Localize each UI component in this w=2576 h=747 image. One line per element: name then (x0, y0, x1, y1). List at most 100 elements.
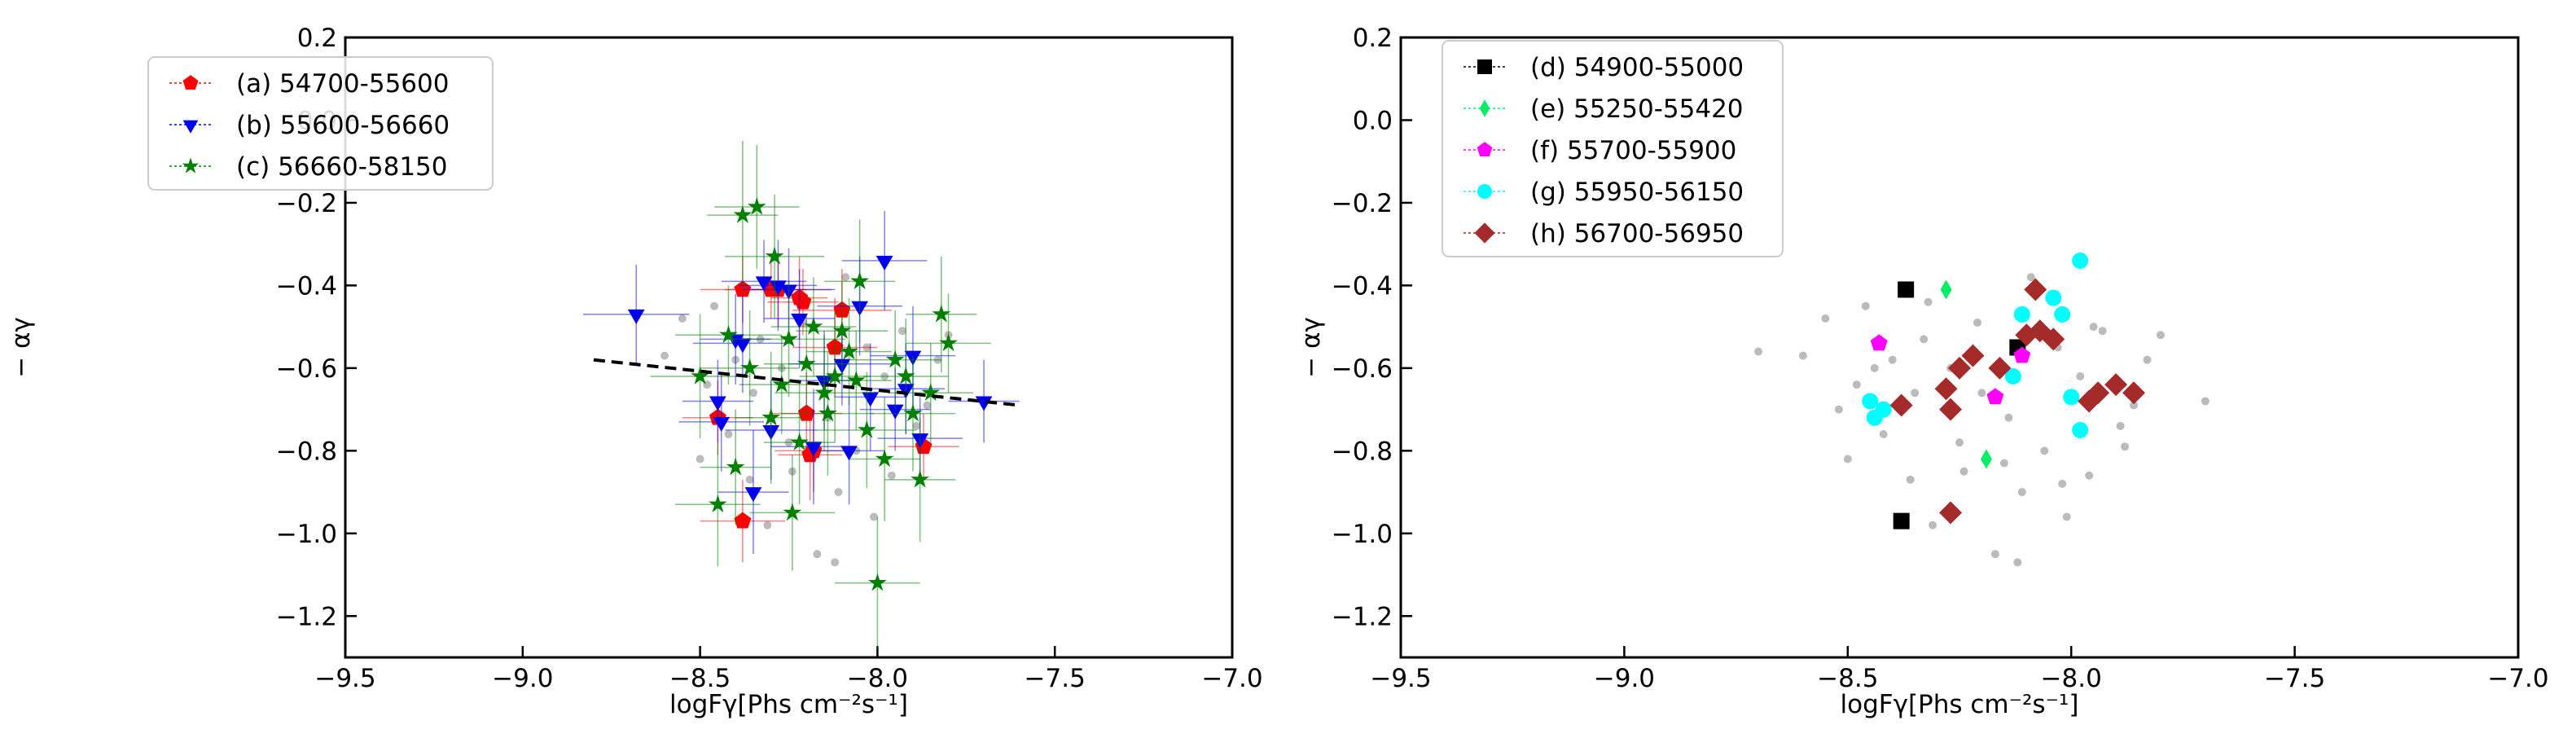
marker (1929, 521, 1937, 529)
marker (1477, 59, 1492, 74)
marker (794, 292, 812, 310)
marker (182, 75, 199, 90)
y-tick-label: 0.0 (1353, 106, 1393, 135)
marker (850, 271, 870, 290)
y-axis-label: − αγ (1297, 317, 1326, 378)
legend-label: (g) 55950-56150 (1530, 178, 1744, 207)
panel: −9.5−9.0−8.5−8.0−7.5−7.00.20.0−0.2−0.4−0… (1297, 24, 2549, 719)
marker (1986, 388, 2004, 405)
marker (1955, 438, 1964, 447)
y-tick-label: −0.8 (1332, 437, 1393, 466)
marker (1843, 455, 1852, 464)
marker (1479, 99, 1490, 117)
marker (2062, 512, 2071, 521)
marker (912, 421, 921, 430)
marker (708, 494, 727, 512)
marker (814, 383, 834, 402)
y-tick-label: −0.2 (1332, 189, 1393, 218)
marker (724, 430, 733, 439)
marker (841, 273, 850, 282)
marker (2130, 401, 2139, 410)
legend-box (1442, 40, 1784, 257)
panel: −9.5−9.0−8.5−8.0−7.5−7.00.20.0−0.2−0.4−0… (7, 24, 1263, 719)
legend-box (147, 56, 494, 191)
plot-frame (344, 36, 1234, 659)
marker (2013, 346, 2031, 363)
marker (886, 404, 904, 420)
marker (2013, 558, 2022, 567)
marker (2024, 278, 2047, 301)
marker (2058, 479, 2067, 488)
marker (763, 521, 772, 529)
marker (1888, 355, 1897, 364)
marker (2089, 323, 2098, 332)
marker (2026, 273, 2035, 282)
marker (875, 449, 894, 468)
marker (1870, 334, 1888, 351)
marker (875, 255, 893, 270)
marker (2072, 252, 2089, 269)
marker (660, 351, 669, 360)
marker (2072, 421, 2089, 438)
marker (734, 512, 752, 529)
marker (2098, 327, 2107, 336)
y-axis-label: − αγ (7, 317, 36, 378)
marker (1893, 512, 1910, 529)
marker (2143, 355, 2152, 364)
marker (870, 512, 879, 521)
marker (796, 354, 816, 372)
marker (2076, 372, 2085, 381)
plot-frame (1399, 36, 2520, 659)
marker (627, 309, 645, 324)
marker (696, 455, 704, 464)
marker (791, 313, 808, 328)
marker (745, 475, 754, 484)
marker (1988, 356, 2012, 380)
legend-label: (h) 56700-56950 (1530, 219, 1744, 248)
marker (1821, 314, 1830, 323)
y-tick-label: 0.2 (1353, 24, 1393, 53)
x-tick-label: −9.5 (1370, 664, 1431, 693)
y-tick-label: −0.6 (1332, 354, 1393, 384)
legend: (d) 54900-55000 (e) 55250-55420 (f) 55700-… (1442, 40, 1784, 257)
marker (1477, 142, 1493, 157)
marker (2017, 488, 2026, 497)
marker (790, 433, 809, 450)
marker (691, 367, 710, 384)
x-tick-label: −9.0 (1594, 664, 1655, 693)
marker (2087, 381, 2110, 405)
marker (2121, 442, 2130, 451)
marker (1924, 297, 1933, 306)
x-axis-label: logFγ[Phs cm⁻²s⁻¹] (669, 690, 908, 719)
marker (831, 558, 840, 567)
y-tick-label: −0.4 (1332, 271, 1393, 301)
marker (939, 333, 958, 352)
y-tick-label: −0.8 (276, 437, 337, 466)
x-tick-label: −9.5 (314, 664, 375, 693)
marker (818, 403, 837, 422)
marker (182, 120, 199, 134)
marker (2104, 373, 2128, 397)
marker (740, 358, 759, 376)
marker (1852, 380, 1861, 389)
x-tick-label: −8.5 (1817, 664, 1878, 693)
marker (713, 416, 731, 432)
marker (2201, 397, 2210, 406)
x-tick-label: −8.0 (2041, 664, 2102, 693)
y-tick-label: −0.6 (276, 354, 337, 384)
marker (709, 396, 726, 411)
y-tick-label: −0.2 (276, 189, 337, 218)
marker (1948, 356, 1971, 380)
marker (1980, 449, 1992, 469)
x-tick-label: −7.0 (1201, 664, 1262, 693)
marker (733, 205, 753, 223)
marker (719, 325, 738, 343)
marker (765, 246, 784, 265)
y-tick-label: −1.0 (276, 520, 337, 549)
marker (2156, 331, 2165, 340)
marker (182, 157, 200, 174)
marker (1798, 351, 1807, 360)
x-axis-label: logFγ[Phs cm⁻²s⁻¹] (1841, 690, 2079, 719)
marker (1861, 301, 1870, 310)
marker (1879, 430, 1888, 439)
